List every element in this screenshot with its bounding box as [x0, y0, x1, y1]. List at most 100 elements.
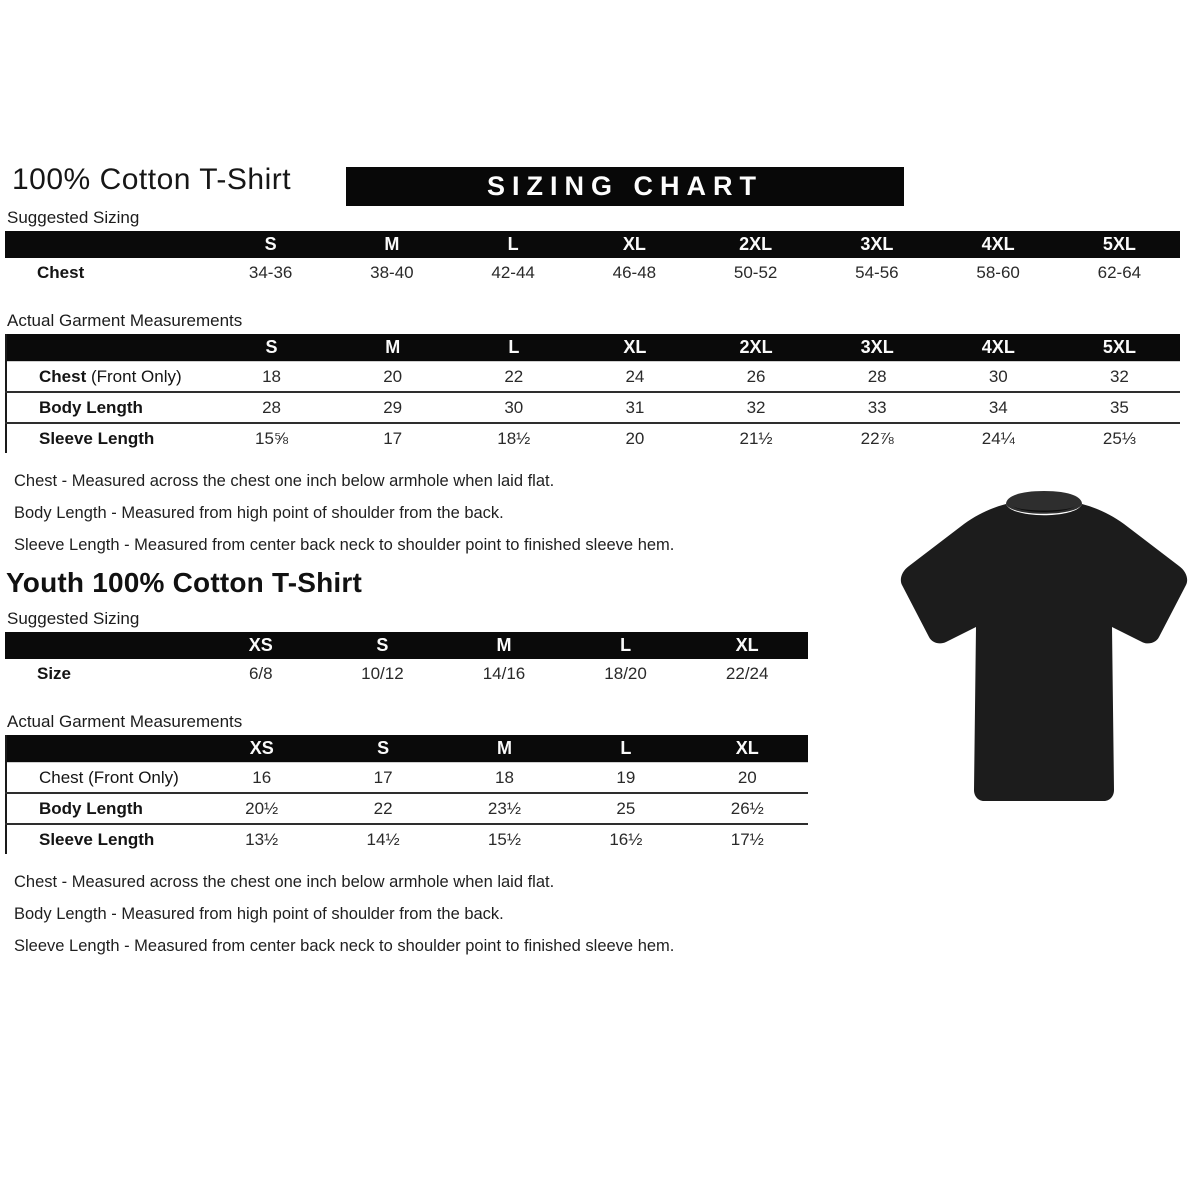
size-col-header: S: [265, 337, 278, 357]
size-col-header: XL: [735, 738, 759, 758]
cell: 15⅝: [211, 422, 333, 453]
cell: 18/20: [604, 663, 647, 683]
note-sleeve-length: Sleeve Length - Measured from center bac…: [14, 536, 675, 554]
youth-section-title: Youth 100% Cotton T-Shirt: [6, 567, 363, 598]
cell: 34-36: [248, 262, 293, 282]
page-title: 100% Cotton T-Shirt: [12, 163, 292, 196]
row-label-chest-front-only: Chest (Front Only): [6, 762, 201, 793]
empty-corner-cell: [5, 632, 200, 659]
note-body-length: Body Length - Measured from high point o…: [14, 905, 504, 923]
row-label-size: Size: [37, 663, 72, 683]
cell: 30: [937, 361, 1059, 392]
cell: 34: [937, 391, 1059, 423]
cell: 26: [695, 361, 817, 392]
tshirt-image: [900, 491, 1188, 801]
note-body-length: Body Length - Measured from high point o…: [14, 504, 504, 522]
cell: 19: [565, 762, 687, 793]
cell: 18½: [453, 422, 575, 453]
table-row: Chest (Front Only) 18 20 22 24 26 28 30 …: [6, 361, 1180, 392]
adult-actual-measurements-label: Actual Garment Measurements: [7, 311, 243, 330]
size-col-header: 2XL: [739, 234, 773, 254]
size-col-header: 5XL: [1102, 234, 1136, 254]
cell: 17: [332, 422, 454, 453]
note-chest: Chest - Measured across the chest one in…: [14, 873, 555, 891]
size-col-header: M: [496, 635, 512, 655]
size-col-header: M: [384, 234, 400, 254]
adult-actual-measurements-table: S M L XL 2XL 3XL 4XL 5XL Chest (Front On…: [5, 334, 1180, 453]
youth-suggested-header-row: XS S M L XL: [5, 632, 808, 659]
cell: 20½: [201, 792, 323, 824]
adult-measurement-notes: Chest - Measured across the chest one in…: [14, 465, 1200, 561]
table-row: Body Length 28 29 30 31 32 33 34 35: [6, 391, 1180, 423]
table-row: Sleeve Length 13½ 14½ 15½ 16½ 17½: [6, 823, 808, 854]
cell: 46-48: [612, 262, 657, 282]
row-label-body-length: Body Length: [6, 391, 211, 423]
size-col-header: XL: [735, 635, 759, 655]
youth-actual-measurements-label: Actual Garment Measurements: [7, 712, 243, 731]
youth-actual-measurements-table: XS S M L XL Chest (Front Only) 16 17 18 …: [5, 735, 808, 854]
cell: 24: [574, 361, 696, 392]
table-row: Chest (Front Only) 16 17 18 19 20: [6, 762, 808, 793]
size-col-header: 2XL: [739, 337, 773, 357]
size-col-header: XS: [248, 635, 273, 655]
cell: 24¼: [937, 422, 1059, 453]
cell: 26½: [686, 792, 808, 824]
size-col-header: L: [620, 738, 632, 758]
cell: 42-44: [491, 262, 535, 282]
cell: 17½: [686, 823, 808, 854]
adult-actual-header-row: S M L XL 2XL 3XL 4XL 5XL: [6, 334, 1180, 362]
cell: 30: [453, 391, 575, 423]
sizing-chart-banner: SIZING CHART: [346, 167, 904, 206]
size-col-header: M: [496, 738, 512, 758]
cell: 17: [322, 762, 444, 793]
cell: 22⅞: [816, 422, 938, 453]
cell: 58-60: [976, 262, 1020, 282]
table-row: Body Length 20½ 22 23½ 25 26½: [6, 792, 808, 824]
adult-suggested-sizing-label: Suggested Sizing: [7, 208, 140, 227]
cell: 20: [332, 361, 454, 392]
cell: 20: [686, 762, 808, 793]
size-col-header: L: [507, 234, 519, 254]
cell: 28: [211, 391, 333, 423]
cell: 14½: [322, 823, 444, 854]
cell: 23½: [443, 792, 566, 824]
empty-corner-cell: [6, 334, 211, 362]
row-label-sleeve-length: Sleeve Length: [6, 823, 201, 854]
cell: 10/12: [361, 663, 404, 683]
cell: 16: [201, 762, 323, 793]
youth-suggested-sizing-label: Suggested Sizing: [7, 609, 140, 628]
cell: 33: [816, 391, 938, 423]
size-col-header: XL: [623, 337, 647, 357]
adult-suggested-sizing-table: S M L XL 2XL 3XL 4XL 5XL Chest 34-36 38-…: [5, 231, 1180, 287]
cell: 22: [322, 792, 444, 824]
table-row: Size 6/8 10/12 14/16 18/20 22/24: [5, 659, 808, 688]
size-col-header: S: [377, 738, 390, 758]
size-col-header: XL: [622, 234, 646, 254]
size-col-header: L: [620, 635, 632, 655]
cell: 25: [565, 792, 687, 824]
size-col-header: XS: [249, 738, 274, 758]
size-col-header: 3XL: [860, 337, 894, 357]
empty-corner-cell: [5, 231, 210, 258]
cell: 32: [695, 391, 817, 423]
note-sleeve-length: Sleeve Length - Measured from center bac…: [14, 937, 675, 955]
cell: 13½: [201, 823, 323, 854]
size-col-header: 3XL: [860, 234, 894, 254]
row-label-chest: Chest: [37, 262, 85, 282]
row-label-chest-front-only: Chest (Front Only): [6, 361, 211, 392]
size-col-header: M: [385, 337, 401, 357]
row-label-strong: Chest: [39, 366, 87, 386]
cell: 38-40: [370, 262, 414, 282]
note-chest: Chest - Measured across the chest one in…: [14, 472, 555, 490]
cell: 14/16: [482, 663, 526, 683]
youth-measurement-notes: Chest - Measured across the chest one in…: [14, 866, 1200, 962]
cell: 35: [1058, 391, 1180, 423]
row-label-suffix: (Front Only): [86, 366, 182, 386]
youth-suggested-sizing-table: XS S M L XL Size 6/8 10/12 14/16 18/20 2…: [5, 632, 808, 688]
cell: 50-52: [733, 262, 778, 282]
row-label-sleeve-length: Sleeve Length: [6, 422, 211, 453]
size-col-header: 5XL: [1102, 337, 1136, 357]
cell: 18: [443, 762, 566, 793]
cell: 20: [574, 422, 696, 453]
